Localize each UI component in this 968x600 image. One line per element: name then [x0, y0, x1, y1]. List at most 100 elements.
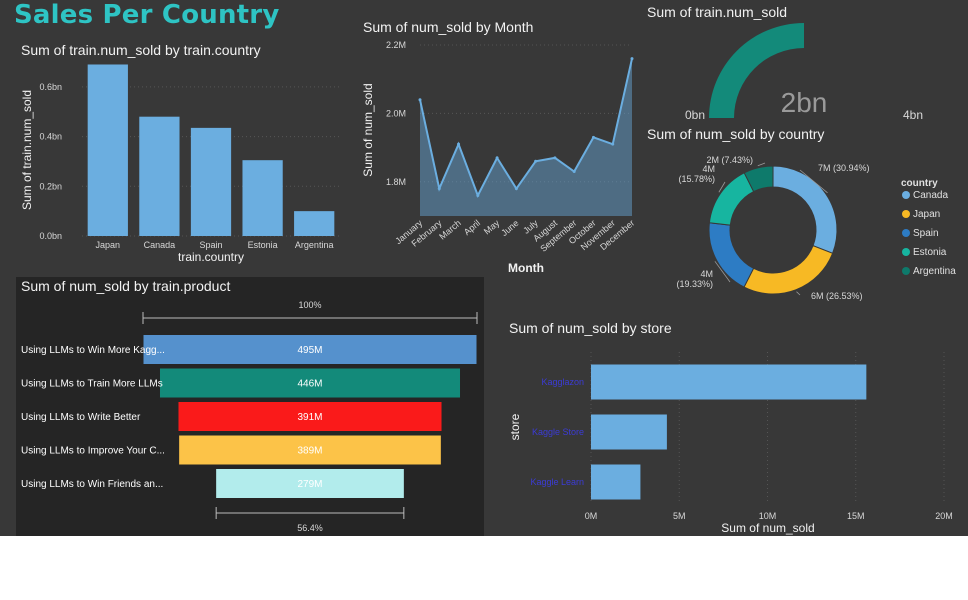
x-tick-label: Spain — [199, 240, 222, 250]
slice-leader-line — [714, 261, 731, 283]
legend-swatch-canada — [902, 191, 910, 199]
x-tick-label: 5M — [673, 511, 686, 521]
legend-swatch-spain — [902, 229, 910, 237]
slice-leader-line — [757, 162, 766, 167]
x-tick-label: 15M — [847, 511, 865, 521]
funnel-stage-2 — [159, 368, 461, 398]
bar-argentina — [294, 211, 335, 236]
x-tick-label: 20M — [935, 511, 953, 521]
funnel-stage-value: 391M — [297, 412, 322, 423]
point-november — [611, 142, 615, 146]
point-april — [476, 193, 480, 197]
slice-leader-line — [718, 181, 726, 193]
dashboard-title: Sales Per Country — [14, 0, 280, 30]
legend-title: country — [901, 178, 938, 189]
country-bar-chart[interactable]: 0.0bn 0.2bn 0.4bn 0.6bn Japan Canada Spain Esto… — [0, 0, 360, 275]
funnel-top-percent: 100% — [298, 300, 321, 310]
x-tick-label: Japan — [96, 240, 121, 250]
series-line — [419, 58, 633, 198]
legend-item-japan: Japan — [913, 209, 940, 220]
y-tick-label: Kagglazon — [541, 377, 584, 387]
gauge-min-label: 0bn — [685, 108, 705, 122]
y-tick-label: Kaggle Learn — [530, 477, 584, 487]
funnel-stage-label: Using LLMs to Write Better — [21, 412, 141, 423]
bar-estonia — [242, 160, 283, 236]
point-october — [591, 135, 595, 139]
funnel-stage-5 — [216, 469, 404, 498]
y-axis-title: Sum of train.num_sold — [20, 90, 34, 210]
funnel-stage-value: 389M — [297, 446, 322, 457]
x-tick-label: Estonia — [248, 240, 278, 250]
y-tick-label: 2.0M — [386, 108, 406, 118]
y-tick-label: 2.2M — [386, 40, 406, 50]
slice-data-label: 4M (19.33%) — [676, 269, 713, 289]
legend-item-spain: Spain — [913, 228, 939, 239]
bar-kaggle-learn — [591, 464, 641, 500]
funnel-stage-4 — [179, 435, 441, 465]
y-tick-label: 0.2bn — [39, 181, 62, 191]
funnel-stage-3 — [178, 402, 442, 431]
slice-leader-line — [796, 291, 801, 296]
funnel-stage-label: Using LLMs to Win Friends an... — [21, 479, 163, 490]
slice-data-label: 6M (26.53%) — [811, 291, 863, 301]
point-march — [457, 142, 461, 146]
funnel-stage-value: 495M — [297, 345, 322, 356]
x-tick-label: Canada — [144, 240, 176, 250]
legend-item-argentina: Argentina — [913, 266, 956, 277]
x-axis-title: train.country — [178, 250, 244, 264]
gauge-max-label: 4bn — [903, 108, 923, 122]
slice-data-label: 2M (7.43%) — [706, 155, 753, 165]
x-axis-title: Sum of num_sold — [721, 521, 814, 535]
funnel-bottom-bracket — [215, 507, 405, 519]
store-bar-chart[interactable]: 0M 5M 10M 15M 20M Kagglazon Kaggle Store Kaggle… — [0, 0, 968, 536]
funnel-bottom-percent: 56.4% — [297, 523, 323, 533]
point-august — [553, 156, 557, 160]
point-july — [534, 159, 538, 163]
y-tick-label: 0.6bn — [39, 82, 62, 92]
x-axis-title: Month — [508, 261, 544, 275]
bar-japan — [87, 64, 128, 236]
store-bar-chart-title: Sum of num_sold by store — [509, 320, 672, 336]
bar-kaggle-store — [591, 414, 667, 450]
y-axis-title: Sum of num_sold — [361, 83, 375, 176]
country-donut-chart[interactable]: 7M (30.94%) 6M (26.53%) 4M (19.33%) 4M (15.78… — [0, 0, 968, 310]
funnel-top-bracket — [142, 312, 478, 324]
bar-kagglazon — [591, 364, 867, 400]
country-bar-chart-title: Sum of train.num_sold by train.country — [21, 42, 261, 58]
slice-argentina — [743, 165, 774, 193]
slice-data-label: 7M (30.94%) — [818, 163, 870, 173]
funnel-stage-1 — [143, 335, 477, 364]
point-september — [572, 170, 576, 174]
y-tick-label: 0.4bn — [39, 132, 62, 142]
area-fill — [420, 58, 632, 217]
product-funnel-chart[interactable]: 100% Using LLMs to Win More Kagg... 495M Us… — [0, 0, 490, 536]
x-tick-label: 10M — [759, 511, 777, 521]
x-tick-label: 0M — [585, 511, 598, 521]
gauge-value-arc — [709, 23, 804, 118]
point-december — [630, 57, 634, 61]
funnel-stage-value: 279M — [297, 479, 322, 490]
legend-item-canada: Canada — [913, 190, 948, 201]
gauge-chart[interactable]: 2bn 0bn 4bn — [0, 0, 968, 125]
funnel-stage-label: Using LLMs to Improve Your C... — [21, 446, 165, 457]
legend-swatch-japan — [902, 210, 910, 218]
point-february — [437, 187, 441, 191]
bar-spain — [190, 127, 232, 236]
y-axis-title: store — [508, 413, 522, 440]
gauge-value-label: 2bn — [781, 87, 828, 118]
y-tick-label: 1.8M — [386, 177, 406, 187]
legend-swatch-argentina — [902, 267, 910, 275]
point-may — [495, 156, 499, 160]
funnel-chart-title: Sum of num_sold by train.product — [21, 278, 231, 294]
x-tick-label: Argentina — [295, 240, 334, 250]
slice-leader-line — [799, 169, 828, 194]
funnel-stage-value: 446M — [297, 379, 322, 390]
funnel-stage-label: Using LLMs to Train More LLMs — [21, 379, 163, 390]
slice-data-label: 4M (15.78%) — [678, 164, 715, 184]
month-area-chart-title: Sum of num_sold by Month — [363, 19, 534, 35]
point-june — [514, 187, 518, 191]
y-tick-label: 0.0bn — [39, 231, 62, 241]
y-tick-label: Kaggle Store — [532, 427, 584, 437]
point-january — [418, 98, 422, 102]
